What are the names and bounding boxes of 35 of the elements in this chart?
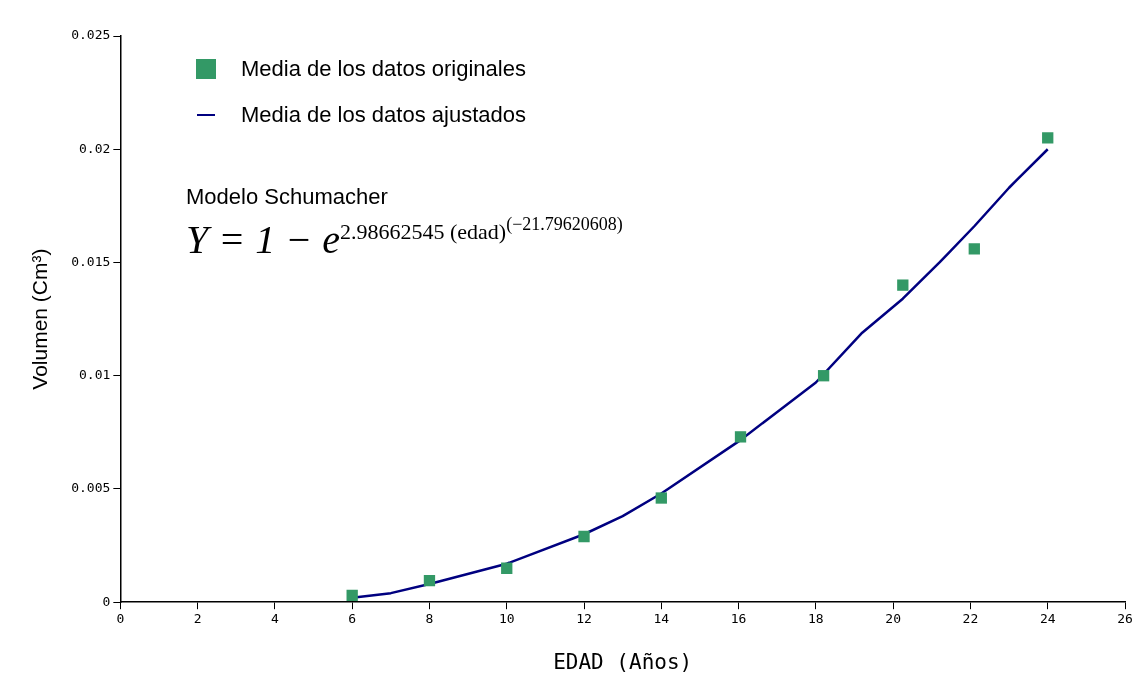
x-tick-label: 16 [730, 611, 747, 627]
x-tick-label: 24 [1039, 611, 1056, 627]
point [1042, 132, 1054, 144]
x-axis-title: EDAD (Años) [553, 649, 693, 674]
point [897, 279, 909, 291]
point [655, 492, 667, 504]
point [817, 370, 830, 382]
legend-label: Media de los datos ajustados [241, 102, 526, 128]
x-tick-label: 4 [270, 611, 279, 627]
x-tick-label: 6 [348, 611, 357, 627]
point [346, 589, 358, 602]
point [734, 431, 747, 443]
legend-label: Media de los datos originales [241, 56, 526, 82]
x-tick-label: 20 [885, 611, 901, 627]
x-tick-label: 22 [962, 611, 979, 627]
point [501, 562, 513, 574]
y-axis-title: Volumen (Cm³) [28, 248, 52, 390]
x-tick-label: 18 [808, 611, 824, 627]
x-tick-label: 26 [1117, 611, 1133, 627]
y-tick-label: 0.02 [79, 140, 111, 156]
y-tick-label: 0.005 [71, 480, 111, 496]
point [578, 530, 590, 543]
point [968, 243, 980, 255]
y-tick-label: 0 [102, 593, 111, 609]
annotation: Modelo Schumacher [186, 184, 389, 210]
y-tick-label: 0.015 [71, 253, 111, 269]
point [423, 575, 436, 587]
x-tick-label: 8 [425, 611, 434, 627]
y-tick-label: 0.01 [79, 367, 111, 383]
x-tick-label: 12 [576, 611, 592, 627]
x-tick-label: 0 [116, 611, 125, 627]
x-tick-label: 2 [193, 611, 202, 627]
y-tick-label: 0.025 [71, 27, 111, 43]
x-tick-label: 10 [498, 611, 515, 627]
x-tick-label: 14 [653, 611, 670, 627]
